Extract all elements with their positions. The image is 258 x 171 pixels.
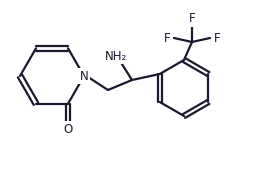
- Text: F: F: [214, 31, 220, 44]
- Text: F: F: [164, 31, 170, 44]
- Text: O: O: [63, 123, 72, 136]
- Text: F: F: [189, 12, 195, 25]
- Text: NH₂: NH₂: [105, 49, 127, 62]
- Text: N: N: [80, 69, 88, 82]
